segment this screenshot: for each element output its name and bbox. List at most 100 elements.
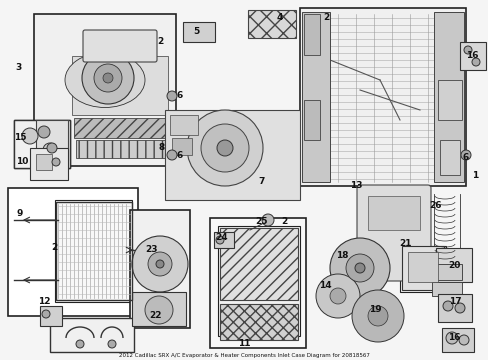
Circle shape bbox=[156, 260, 163, 268]
Bar bbox=[437, 80, 461, 120]
Circle shape bbox=[315, 274, 359, 318]
Circle shape bbox=[460, 150, 470, 160]
Circle shape bbox=[354, 263, 364, 273]
Circle shape bbox=[217, 140, 232, 156]
Bar bbox=[433, 12, 463, 182]
Bar bbox=[36, 154, 52, 170]
Circle shape bbox=[76, 340, 84, 348]
Text: 7: 7 bbox=[258, 177, 264, 186]
Text: 9: 9 bbox=[17, 210, 23, 219]
Circle shape bbox=[38, 126, 50, 138]
Bar bbox=[407, 252, 437, 282]
Text: 2: 2 bbox=[157, 37, 163, 46]
Text: 5: 5 bbox=[192, 27, 199, 36]
Circle shape bbox=[42, 310, 50, 318]
Text: 21: 21 bbox=[399, 239, 411, 248]
Circle shape bbox=[201, 124, 248, 172]
Text: 24: 24 bbox=[215, 234, 228, 243]
Circle shape bbox=[52, 158, 60, 166]
Bar bbox=[50, 318, 134, 352]
Bar bbox=[164, 110, 299, 200]
Bar bbox=[401, 246, 443, 290]
Text: 13: 13 bbox=[349, 181, 362, 190]
Circle shape bbox=[471, 58, 479, 66]
Bar bbox=[218, 226, 299, 336]
Text: 3: 3 bbox=[15, 63, 21, 72]
Circle shape bbox=[216, 236, 224, 244]
Text: 22: 22 bbox=[149, 310, 162, 320]
Text: 8: 8 bbox=[159, 144, 165, 153]
Text: 18: 18 bbox=[335, 252, 347, 261]
Circle shape bbox=[329, 238, 389, 298]
Text: 2: 2 bbox=[51, 243, 57, 252]
Bar bbox=[399, 246, 445, 292]
Bar bbox=[299, 8, 465, 186]
Bar bbox=[14, 120, 70, 168]
Text: 6: 6 bbox=[177, 150, 183, 159]
Bar bbox=[220, 228, 297, 300]
Bar bbox=[170, 115, 198, 135]
Circle shape bbox=[458, 335, 468, 345]
Circle shape bbox=[22, 128, 38, 144]
Bar bbox=[439, 140, 459, 175]
Bar bbox=[304, 14, 319, 55]
Text: 2012 Cadillac SRX A/C Evaporator & Heater Components Inlet Case Diagram for 2081: 2012 Cadillac SRX A/C Evaporator & Heate… bbox=[119, 354, 369, 359]
Bar bbox=[304, 100, 319, 140]
Text: 2: 2 bbox=[280, 217, 286, 226]
Circle shape bbox=[445, 332, 457, 344]
Text: 15: 15 bbox=[14, 134, 26, 143]
FancyBboxPatch shape bbox=[83, 30, 157, 62]
Bar bbox=[36, 120, 68, 160]
Circle shape bbox=[329, 288, 346, 304]
Circle shape bbox=[262, 214, 273, 226]
Circle shape bbox=[47, 143, 57, 153]
Bar bbox=[435, 248, 471, 282]
Bar bbox=[431, 282, 461, 296]
Bar bbox=[30, 148, 68, 180]
Text: 2: 2 bbox=[322, 13, 328, 22]
Circle shape bbox=[82, 52, 134, 104]
Text: 23: 23 bbox=[145, 246, 158, 255]
Bar bbox=[74, 118, 170, 138]
Circle shape bbox=[43, 143, 57, 157]
Text: 6: 6 bbox=[462, 153, 468, 162]
Circle shape bbox=[186, 110, 263, 186]
Circle shape bbox=[454, 303, 464, 313]
Text: 11: 11 bbox=[237, 339, 250, 348]
Circle shape bbox=[108, 340, 116, 348]
Circle shape bbox=[346, 254, 373, 282]
Bar bbox=[55, 200, 132, 302]
Bar bbox=[8, 188, 138, 316]
Bar bbox=[14, 120, 70, 168]
Text: 12: 12 bbox=[38, 297, 50, 306]
Circle shape bbox=[103, 73, 113, 83]
Bar bbox=[367, 196, 419, 230]
Bar bbox=[302, 12, 329, 182]
Text: 25: 25 bbox=[255, 217, 268, 226]
Text: 19: 19 bbox=[368, 306, 381, 315]
Text: 26: 26 bbox=[428, 202, 440, 211]
Bar bbox=[209, 218, 305, 348]
Circle shape bbox=[442, 301, 452, 311]
Bar bbox=[441, 328, 473, 352]
Bar bbox=[247, 10, 295, 38]
Text: 4: 4 bbox=[276, 13, 283, 22]
Text: 17: 17 bbox=[448, 297, 460, 306]
Bar bbox=[437, 294, 471, 322]
Bar bbox=[459, 42, 485, 70]
Bar bbox=[56, 202, 132, 300]
Circle shape bbox=[463, 46, 471, 54]
Bar bbox=[34, 14, 176, 166]
Bar bbox=[172, 138, 192, 155]
Text: 6: 6 bbox=[177, 91, 183, 100]
Bar bbox=[183, 22, 215, 42]
Bar bbox=[431, 264, 461, 280]
Circle shape bbox=[167, 91, 177, 101]
Text: 16: 16 bbox=[465, 51, 477, 60]
Bar bbox=[40, 306, 62, 326]
Bar bbox=[130, 210, 190, 328]
Text: 10: 10 bbox=[16, 158, 28, 166]
Circle shape bbox=[351, 290, 403, 342]
Ellipse shape bbox=[65, 53, 145, 108]
Bar bbox=[76, 140, 168, 158]
